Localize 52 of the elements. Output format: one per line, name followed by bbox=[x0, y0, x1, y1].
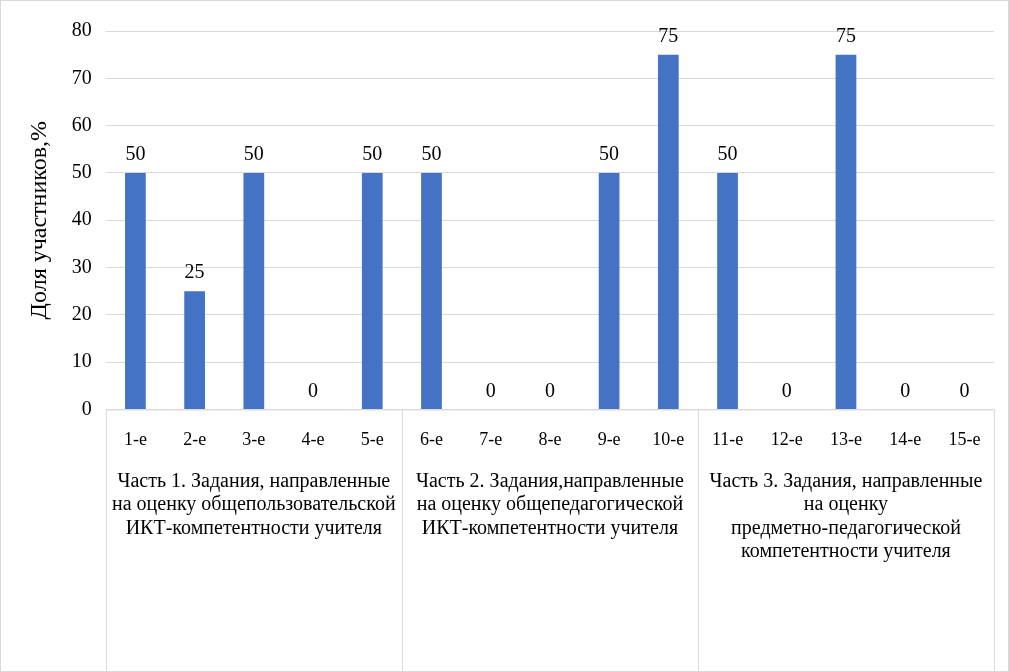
x-tick-label: 3-е bbox=[242, 428, 266, 449]
y-tick-label: 20 bbox=[71, 302, 92, 325]
bar bbox=[657, 54, 679, 409]
y-tick-label: 80 bbox=[71, 18, 92, 41]
y-tick-label: 40 bbox=[71, 207, 92, 230]
data-label: 50 bbox=[125, 142, 146, 165]
x-tick-label: 14-е bbox=[889, 428, 922, 449]
x-tick-label: 6-е bbox=[419, 428, 443, 449]
y-tick-label: 10 bbox=[71, 349, 92, 372]
x-tick-label: 1-е bbox=[123, 428, 147, 449]
data-label: 0 bbox=[959, 378, 970, 401]
x-tick-label: 12-е bbox=[770, 428, 803, 449]
x-tick-label: 7-е bbox=[479, 428, 503, 449]
x-tick-label: 8-е bbox=[538, 428, 562, 449]
data-label: 0 bbox=[544, 378, 555, 401]
x-tick-label: 9-е bbox=[597, 428, 621, 449]
bar bbox=[598, 172, 620, 409]
bar bbox=[243, 172, 265, 409]
data-label: 50 bbox=[717, 142, 738, 165]
x-tick-label: 13-е bbox=[829, 428, 862, 449]
y-tick-label: 60 bbox=[71, 112, 92, 135]
x-tick-label: 2-е bbox=[183, 428, 207, 449]
x-tick-label: 5-е bbox=[360, 428, 384, 449]
data-label: 0 bbox=[308, 378, 319, 401]
y-axis-title: Доля участников,% bbox=[24, 121, 51, 320]
data-label: 25 bbox=[184, 260, 205, 283]
data-label: 0 bbox=[485, 378, 496, 401]
text: Часть 2. Задания,направленные на оценку общепедагогической ИКТ-компетентности учителя bbox=[415, 468, 684, 539]
text: Часть 3. Задания, направленные на оценку предметно-педагогической компетентности учителя bbox=[709, 468, 983, 563]
bar bbox=[184, 291, 205, 409]
data-label: 0 bbox=[900, 378, 911, 401]
x-tick-label: 4-е bbox=[301, 428, 325, 449]
data-label: 50 bbox=[243, 142, 264, 165]
y-tick-label: 50 bbox=[71, 160, 92, 183]
data-label: 50 bbox=[362, 142, 383, 165]
bar bbox=[421, 172, 442, 409]
data-label: 50 bbox=[421, 142, 442, 165]
text: Часть 1. Задания, направленные на оценку общепользовательской ИКТ-компетентности учителя bbox=[112, 468, 396, 539]
bar bbox=[361, 172, 383, 409]
x-tick-label: 11-е bbox=[711, 428, 744, 449]
data-label: 75 bbox=[835, 23, 856, 46]
y-tick-label: 30 bbox=[71, 254, 92, 277]
bar bbox=[125, 172, 146, 409]
data-label: 50 bbox=[599, 142, 620, 165]
data-label: 0 bbox=[781, 378, 792, 401]
data-label: 75 bbox=[658, 23, 679, 46]
bar bbox=[835, 54, 857, 409]
bar bbox=[717, 172, 738, 409]
x-tick-label: 15-е bbox=[948, 428, 981, 449]
x-tick-label: 10-е bbox=[652, 428, 685, 449]
y-tick-label: 0 bbox=[81, 396, 92, 419]
y-tick-label: 70 bbox=[71, 65, 92, 88]
